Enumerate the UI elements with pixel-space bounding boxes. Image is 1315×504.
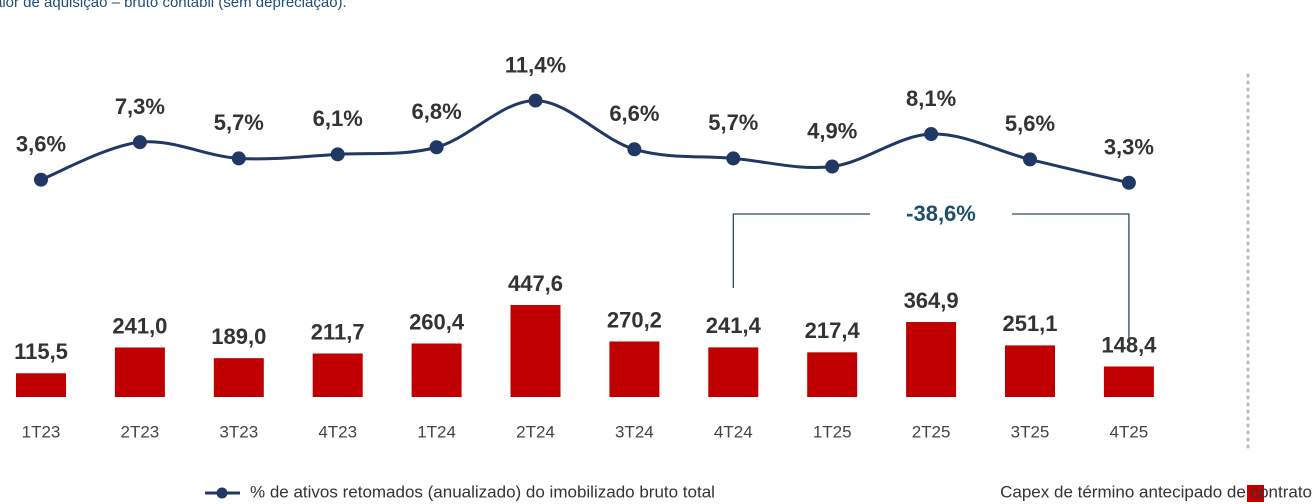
annotation: -38,6% <box>906 201 976 226</box>
data-label: 211,7 <box>311 319 365 344</box>
bar <box>411 343 462 397</box>
data-label: 189,0 <box>211 324 266 349</box>
data-label: 241,0 <box>112 313 167 338</box>
line-marker <box>1023 152 1037 167</box>
data-label: 6,8% <box>412 99 462 124</box>
x-tick-label: 4T25 <box>1110 422 1149 441</box>
data-label: 251,1 <box>1002 311 1057 336</box>
legend-label: Capex de término antecipado de contrato <box>1000 482 1312 501</box>
bar <box>114 347 165 397</box>
bar <box>708 347 759 397</box>
data-label: 5,6% <box>1005 111 1055 136</box>
line-marker <box>924 127 939 142</box>
x-tick-label: 3T24 <box>615 422 654 441</box>
x-tick-label: 3T23 <box>219 422 258 441</box>
line <box>40 99 1130 185</box>
line-marker <box>825 159 840 174</box>
x-tick-label: 3T25 <box>1011 422 1050 441</box>
x-tick-label: 1T25 <box>813 422 852 441</box>
data-label: 364,9 <box>904 288 959 313</box>
line-marker <box>726 151 741 166</box>
bar <box>312 353 363 397</box>
bar <box>16 373 66 397</box>
x-tick-label: 2T23 <box>121 422 160 441</box>
bar <box>807 352 858 397</box>
data-label: 5,7% <box>214 110 264 135</box>
data-label: 270,2 <box>607 307 662 332</box>
bar <box>609 341 660 397</box>
data-label: 115,5 <box>14 339 68 364</box>
line-marker <box>429 140 444 155</box>
data-label: 6,6% <box>609 101 659 126</box>
bar <box>1103 366 1154 397</box>
data-label: 241,4 <box>706 313 762 338</box>
bar <box>906 322 957 397</box>
legend-label: % de ativos retomados (anualizado) do im… <box>250 482 715 501</box>
data-label: 5,7% <box>708 110 758 135</box>
x-tick-label: 1T24 <box>417 422 456 441</box>
data-label: 3,6% <box>16 132 66 157</box>
line-marker <box>528 93 543 108</box>
data-label: 4,9% <box>807 118 857 143</box>
data-label: 11,4% <box>505 52 566 77</box>
data-label: 217,4 <box>805 318 861 343</box>
data-label: 6,1% <box>313 106 363 131</box>
bar <box>213 358 264 397</box>
data-label: 7,3% <box>115 94 165 119</box>
data-label: 260,4 <box>409 309 465 334</box>
bar <box>1005 345 1055 397</box>
x-tick-label: 4T23 <box>318 422 357 441</box>
x-tick-label: 2T25 <box>912 422 951 441</box>
line-marker <box>231 151 246 166</box>
annotation-bracket <box>732 213 1130 345</box>
x-tick-label: 4T24 <box>714 422 753 441</box>
legend-marker <box>216 487 228 499</box>
data-label: 3,3% <box>1104 135 1154 160</box>
x-tick-label: 2T24 <box>516 422 555 441</box>
line-marker <box>34 172 48 187</box>
line-marker <box>627 142 642 157</box>
legend-swatch <box>1247 485 1264 502</box>
subtitle: alor de aquisição – bruto contábil (sem … <box>0 0 347 11</box>
bar <box>510 305 561 397</box>
data-label: 8,1% <box>906 86 956 111</box>
x-tick-label: 1T23 <box>22 422 61 441</box>
line-marker <box>330 147 345 162</box>
data-label: 447,6 <box>508 271 563 296</box>
line-marker <box>1121 175 1136 190</box>
line-marker <box>132 135 147 150</box>
